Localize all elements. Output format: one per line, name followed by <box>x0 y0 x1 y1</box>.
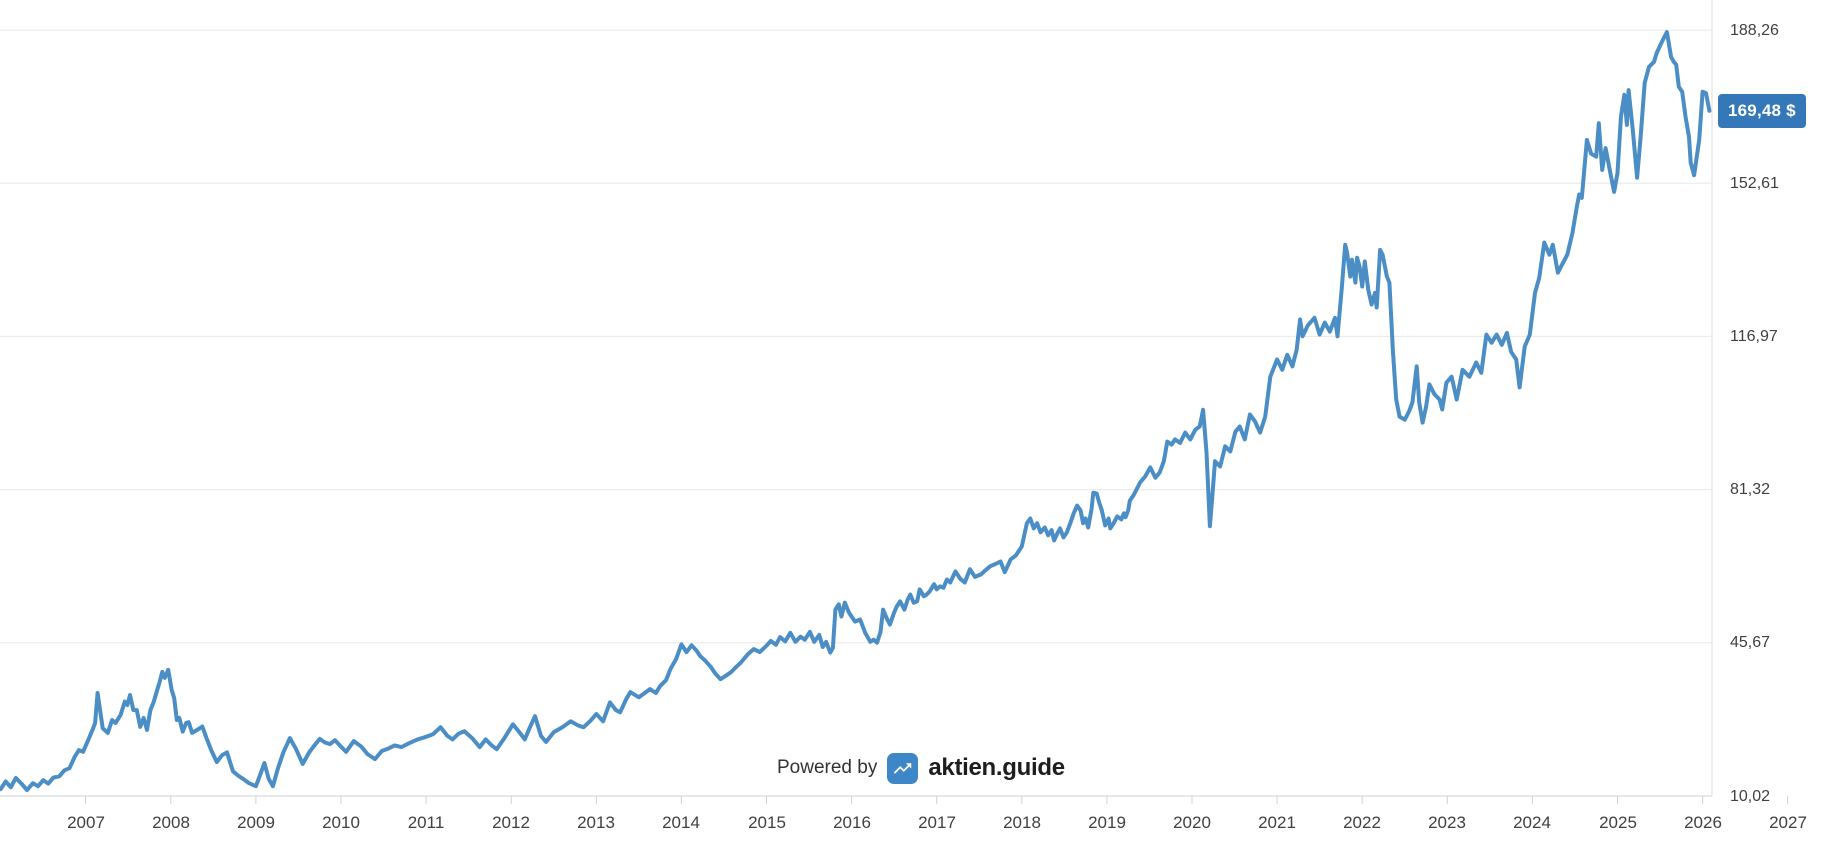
x-axis-label: 2020 <box>1173 813 1211 832</box>
y-axis-label: 10,02 <box>1730 788 1771 805</box>
x-axis-label: 2026 <box>1684 813 1722 832</box>
x-axis-label: 2019 <box>1088 813 1126 832</box>
y-axis-label: 188,26 <box>1730 22 1779 39</box>
x-axis-label: 2009 <box>237 813 275 832</box>
x-axis-label: 2017 <box>918 813 956 832</box>
y-axis-label: 116,97 <box>1730 328 1778 345</box>
x-axis-label: 2022 <box>1343 813 1381 832</box>
x-axis-label: 2023 <box>1428 813 1466 832</box>
aktien-guide-watermark[interactable]: Powered by aktien.guide <box>777 751 1065 785</box>
current-price-badge: 169,48 $ <box>1718 94 1806 128</box>
x-axis-label: 2016 <box>833 813 871 832</box>
y-axis-label: 81,32 <box>1730 481 1771 498</box>
x-axis-label: 2013 <box>577 813 615 832</box>
x-axis-label: 2008 <box>152 813 190 832</box>
x-axis-label: 2025 <box>1599 813 1637 832</box>
trending-up-icon <box>887 752 919 784</box>
x-axis-label: 2024 <box>1513 813 1551 832</box>
x-axis-label: 2015 <box>748 813 786 832</box>
x-axis-label: 2010 <box>322 813 360 832</box>
x-axis-label: 2011 <box>407 813 445 832</box>
brand-label: aktien.guide <box>928 754 1065 781</box>
y-axis-label: 45,67 <box>1730 634 1771 651</box>
x-axis-label: 2007 <box>67 813 105 832</box>
x-axis-label: 2014 <box>662 813 700 832</box>
y-axis-label: 152,61 <box>1730 175 1779 192</box>
powered-by-label: Powered by <box>777 757 878 778</box>
x-axis-label: 2012 <box>492 813 530 832</box>
x-axis-label: 2021 <box>1258 813 1296 832</box>
x-axis-label: 2027 <box>1769 813 1807 832</box>
x-axis-label: 2018 <box>1003 813 1041 832</box>
price-line-series <box>0 30 1712 793</box>
